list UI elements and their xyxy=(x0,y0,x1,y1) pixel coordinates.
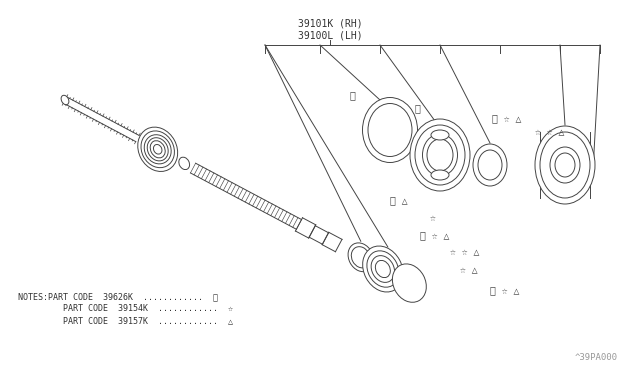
Ellipse shape xyxy=(371,256,395,282)
Ellipse shape xyxy=(473,144,507,186)
Text: ※ △: ※ △ xyxy=(390,195,408,205)
Ellipse shape xyxy=(61,95,69,105)
Ellipse shape xyxy=(147,138,168,161)
Ellipse shape xyxy=(348,243,374,272)
Text: ※ ☆ △: ※ ☆ △ xyxy=(492,113,522,123)
Ellipse shape xyxy=(362,97,417,163)
Ellipse shape xyxy=(555,153,575,177)
Text: ☆ ☆ △: ☆ ☆ △ xyxy=(450,247,479,257)
Text: ※: ※ xyxy=(415,103,421,113)
Ellipse shape xyxy=(427,139,453,171)
Text: PART CODE  39154K  ............  ☆: PART CODE 39154K ............ ☆ xyxy=(18,304,233,313)
Text: NOTES:PART CODE  39626K  ............  ※: NOTES:PART CODE 39626K ............ ※ xyxy=(18,292,218,301)
Ellipse shape xyxy=(144,135,171,164)
Ellipse shape xyxy=(141,131,175,168)
Ellipse shape xyxy=(392,264,426,302)
Ellipse shape xyxy=(138,127,178,171)
Text: 39101K (RH): 39101K (RH) xyxy=(298,18,362,28)
Ellipse shape xyxy=(150,141,165,158)
Ellipse shape xyxy=(410,119,470,191)
Ellipse shape xyxy=(179,157,189,170)
Text: ^39PA000: ^39PA000 xyxy=(575,353,618,362)
Ellipse shape xyxy=(376,260,390,278)
Ellipse shape xyxy=(550,147,580,183)
Ellipse shape xyxy=(431,170,449,180)
Ellipse shape xyxy=(535,126,595,204)
Ellipse shape xyxy=(351,247,371,268)
Text: ※: ※ xyxy=(350,90,356,100)
Ellipse shape xyxy=(422,134,458,176)
Text: ☆ ☆ △: ☆ ☆ △ xyxy=(535,127,564,137)
Ellipse shape xyxy=(154,144,162,154)
Ellipse shape xyxy=(363,246,403,292)
Ellipse shape xyxy=(431,130,449,140)
Text: ☆: ☆ xyxy=(430,213,436,223)
Text: ※ ☆ △: ※ ☆ △ xyxy=(420,230,449,240)
Ellipse shape xyxy=(367,251,399,287)
Ellipse shape xyxy=(368,103,412,157)
Text: 39100L (LH): 39100L (LH) xyxy=(298,30,362,40)
Ellipse shape xyxy=(478,150,502,180)
Text: PART CODE  39157K  ............  △: PART CODE 39157K ............ △ xyxy=(18,316,233,325)
Ellipse shape xyxy=(415,125,465,185)
Ellipse shape xyxy=(540,132,590,198)
Text: ☆ △: ☆ △ xyxy=(460,265,477,275)
Text: ※ ☆ △: ※ ☆ △ xyxy=(490,285,520,295)
